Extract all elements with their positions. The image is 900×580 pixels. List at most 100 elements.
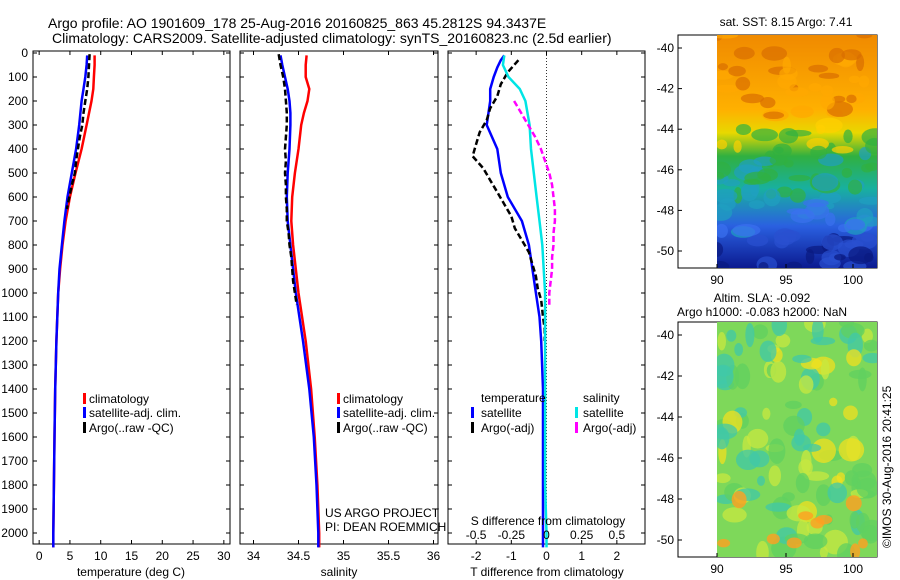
legend-swatch-s-satellite <box>575 407 578 418</box>
map-y-tick-label: -44 <box>657 410 675 424</box>
map-y-tick-label: -46 <box>657 163 675 177</box>
sla-map-axes: 90 95 100 -40 -42 -44 -46 -48 -50 <box>657 328 864 576</box>
figure-title-line1: Argo profile: AO 1901609_178 25-Aug-2016… <box>48 15 546 31</box>
sst-texture-blob <box>790 105 814 118</box>
sla-map-title-line1: Altim. SLA: -0.092 <box>714 291 811 305</box>
legend-swatch-satellite <box>83 407 86 418</box>
sla-texture-blob <box>827 482 848 504</box>
legend-swatch-s-argo <box>575 422 578 433</box>
salinity-plot: 34 34.5 35 35.5 36 <box>247 51 441 563</box>
sst-texture-blob <box>865 138 877 155</box>
depth-tick-label: 300 <box>8 118 28 132</box>
sla-texture-blob <box>795 472 810 494</box>
sst-texture-blob <box>717 161 732 178</box>
sst-texture-blob <box>743 178 761 185</box>
sst-texture-blob <box>811 173 839 192</box>
legend-group-temperature: temperature <box>481 391 546 405</box>
legend-group-salinity: salinity <box>583 391 620 405</box>
sst-texture-blob <box>860 233 875 242</box>
sla-texture-blob <box>803 533 828 550</box>
s-diff-tick-label: -0.25 <box>498 528 526 542</box>
sst-texture-blob <box>776 186 793 198</box>
x-tick-label: 30 <box>217 549 231 563</box>
sla-texture-blob <box>843 405 858 421</box>
legend-swatch-t-satellite <box>471 407 474 418</box>
sla-texture-blob <box>829 397 838 407</box>
sst-map-texture <box>717 35 877 268</box>
legend-label-satellite: satellite-adj. clim. <box>89 406 181 420</box>
sla-texture-blob <box>768 438 786 464</box>
sla-texture-blob <box>722 507 747 523</box>
sst-texture-blob <box>783 159 794 168</box>
difference-legend: temperature satellite Argo(-adj) salinit… <box>471 391 636 435</box>
sst-texture-blob <box>760 96 776 109</box>
sst-texture-blob <box>717 35 739 39</box>
s-diff-tick-label: 0 <box>543 528 550 542</box>
depth-tick-label: 1200 <box>1 334 28 348</box>
sst-texture-blob <box>758 261 769 268</box>
s-diff-tick-label: 0.25 <box>570 528 594 542</box>
sla-texture-blob <box>756 540 769 557</box>
map-x-tick-label: 100 <box>843 273 863 287</box>
sst-map-axes: 90 95 100 -40 -42 -44 -46 -48 -50 <box>657 41 864 287</box>
legend-label-argo: Argo(..raw -QC) <box>89 421 174 435</box>
sst-texture-blob <box>717 260 730 268</box>
temperature-argo-adj-series-line <box>471 59 546 341</box>
x-tick-label: -2 <box>471 549 482 563</box>
difference-xlabel: T difference from climatology <box>470 565 624 579</box>
sst-texture-blob <box>858 196 877 205</box>
sla-texture-blob <box>734 343 744 356</box>
sla-texture-blob <box>752 324 769 340</box>
sla-texture-blob <box>858 538 868 549</box>
sst-texture-blob <box>825 212 836 226</box>
sla-texture-blob <box>775 333 791 348</box>
sst-texture-blob <box>848 75 860 84</box>
map-y-tick-label: -50 <box>657 533 675 547</box>
sla-texture-blob <box>801 449 812 474</box>
project-annotation-line2: PI: DEAN ROEMMICH <box>325 520 446 534</box>
sla-texture-blob <box>759 340 777 363</box>
legend-swatch-argo <box>83 422 86 433</box>
sst-map-field <box>717 35 877 268</box>
sla-texture-blob <box>798 511 814 521</box>
sst-texture-blob <box>748 200 765 209</box>
sla-texture-blob <box>816 422 831 437</box>
depth-tick-label: 1900 <box>1 502 28 516</box>
sst-texture-blob <box>717 242 724 257</box>
sst-texture-blob <box>820 85 834 96</box>
map-y-tick-label: -48 <box>657 492 675 506</box>
sst-texture-blob <box>843 129 853 144</box>
satellite-adj-clim-series-line <box>52 55 89 548</box>
sst-texture-blob <box>841 167 853 178</box>
sla-texture-blob <box>765 502 792 512</box>
sla-texture-blob <box>766 533 780 545</box>
map-x-tick-label: 95 <box>779 273 793 287</box>
legend-label-argo: Argo(..raw -QC) <box>343 421 428 435</box>
depth-tick-label: 1800 <box>1 478 28 492</box>
sst-texture-blob <box>804 202 830 220</box>
depth-tick-label: 800 <box>8 238 28 252</box>
sst-map-title: sat. SST: 8.15 Argo: 7.41 <box>720 15 853 29</box>
sla-texture-blob <box>726 329 737 342</box>
sla-map-texture <box>717 322 877 557</box>
temperature-satellite-series-line <box>485 54 545 548</box>
legend-swatch-argo <box>337 422 340 433</box>
sla-texture-blob <box>811 322 824 343</box>
sla-texture-blob <box>770 360 787 383</box>
sst-texture-blob <box>861 163 874 173</box>
sst-texture-blob <box>820 93 835 110</box>
sst-texture-blob <box>774 146 784 154</box>
sla-texture-blob <box>811 438 836 463</box>
depth-tick-label: 1000 <box>1 286 28 300</box>
map-y-tick-label: -46 <box>657 451 675 465</box>
project-annotation-line1: US ARGO PROJECT <box>325 506 440 520</box>
sst-texture-blob <box>805 249 815 265</box>
sla-texture-blob <box>848 369 872 380</box>
x-tick-label: 1 <box>578 549 585 563</box>
sla-texture-blob <box>717 473 731 484</box>
sst-texture-blob <box>848 246 873 265</box>
sst-texture-blob <box>751 128 778 142</box>
sla-texture-blob <box>746 428 769 449</box>
x-tick-label: 36 <box>427 549 441 563</box>
sla-texture-blob <box>717 364 734 389</box>
